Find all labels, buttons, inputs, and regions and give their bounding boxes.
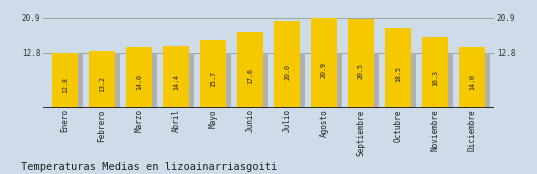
Text: 14.0: 14.0	[136, 74, 142, 90]
Bar	[130, 53, 157, 108]
Bar	[89, 51, 115, 108]
Bar	[426, 53, 453, 108]
Bar	[274, 21, 300, 108]
Text: 16.3: 16.3	[432, 70, 438, 86]
Bar	[422, 37, 448, 108]
Text: 15.7: 15.7	[210, 71, 216, 87]
Text: 20.0: 20.0	[284, 64, 290, 80]
Text: 20.5: 20.5	[358, 63, 364, 79]
Bar	[52, 53, 78, 108]
Bar	[205, 53, 231, 108]
Text: 17.6: 17.6	[247, 68, 253, 84]
Bar	[126, 47, 153, 108]
Bar	[310, 18, 337, 108]
Text: 13.2: 13.2	[99, 76, 105, 92]
Text: 20.9: 20.9	[321, 62, 327, 78]
Bar	[389, 53, 416, 108]
Bar	[352, 53, 379, 108]
Bar	[242, 53, 268, 108]
Text: Temperaturas Medias en lizoainarriasgoiti: Temperaturas Medias en lizoainarriasgoit…	[21, 162, 278, 172]
Bar	[384, 28, 411, 108]
Bar	[93, 53, 120, 108]
Bar	[315, 53, 342, 108]
Bar	[279, 53, 305, 108]
Bar	[168, 53, 194, 108]
Bar	[459, 47, 485, 108]
Text: 18.5: 18.5	[395, 66, 401, 82]
Bar	[163, 46, 190, 108]
Bar	[463, 53, 490, 108]
Bar	[347, 19, 374, 108]
Text: 14.4: 14.4	[173, 74, 179, 90]
Bar	[200, 40, 227, 108]
Bar	[56, 53, 83, 108]
Text: 14.0: 14.0	[469, 74, 475, 90]
Bar	[237, 32, 263, 108]
Text: 12.8: 12.8	[62, 77, 68, 93]
